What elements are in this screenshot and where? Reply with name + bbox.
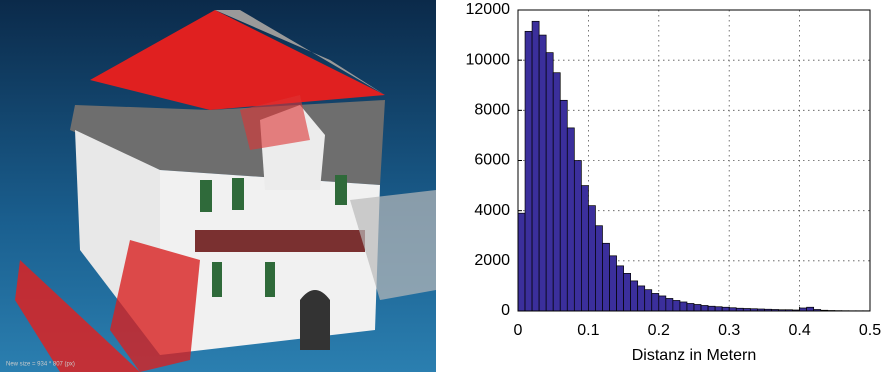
x-tick-label: 0.2: [648, 322, 670, 339]
bar: [722, 307, 729, 311]
x-tick-label: 0.5: [859, 322, 881, 339]
x-tick-label: 0.1: [577, 322, 599, 339]
x-tick-label: 0.4: [788, 322, 810, 339]
bar: [715, 307, 722, 311]
bar: [581, 186, 588, 311]
bar: [560, 100, 567, 311]
bar: [532, 21, 539, 311]
bar: [631, 281, 638, 311]
y-tick-label: 2000: [474, 252, 510, 269]
x-axis-label: Distanz in Metern: [632, 347, 757, 364]
y-tick-label: 4000: [474, 202, 510, 219]
bar: [539, 35, 546, 311]
x-tick-label: 0: [514, 322, 523, 339]
y-tick-label: 8000: [474, 102, 510, 119]
bar: [666, 298, 673, 311]
bar: [546, 53, 553, 311]
bar: [588, 206, 595, 311]
bar: [574, 161, 581, 312]
bar: [624, 273, 631, 311]
bar: [638, 286, 645, 311]
point-cloud-photo: New size = 934 * 807 (px): [0, 0, 436, 372]
bar: [553, 73, 560, 311]
bar: [807, 307, 814, 311]
bar: [694, 304, 701, 311]
bar: [567, 128, 574, 311]
photo-caption: New size = 934 * 807 (px): [6, 362, 75, 368]
bar: [652, 293, 659, 311]
bar: [610, 256, 617, 311]
bar: [525, 31, 532, 311]
figure: New size = 934 * 807 (px) 0 2000 4000 6000 8…: [0, 0, 890, 372]
bar: [701, 305, 708, 311]
bar: [687, 303, 694, 311]
bar: [673, 300, 680, 311]
x-tick-label: 0.3: [718, 322, 740, 339]
bar: [659, 296, 666, 311]
bar: [645, 290, 652, 311]
y-tick-label: 12000: [466, 1, 511, 18]
bar: [680, 302, 687, 311]
bar: [617, 266, 624, 311]
bar: [595, 226, 602, 311]
y-tick-label: 6000: [474, 152, 510, 169]
bar: [708, 306, 715, 311]
bar: [518, 213, 525, 311]
histogram: 0 2000 4000 6000 8000 10000 12000 0 0.1 0.2 0.3 0.4…: [466, 1, 882, 364]
y-tick-label: 10000: [466, 51, 511, 68]
bar: [602, 243, 609, 311]
y-tick-label: 0: [501, 302, 510, 319]
